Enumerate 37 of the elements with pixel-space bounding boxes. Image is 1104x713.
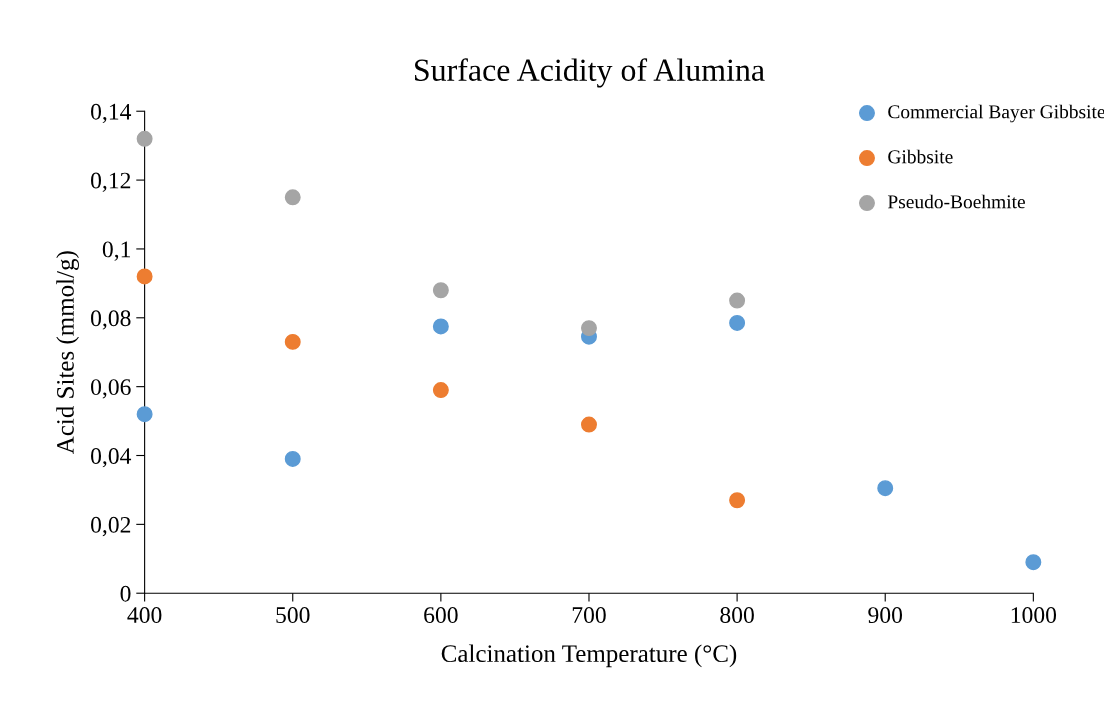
y-tick-label: 0,08	[91, 310, 131, 330]
x-tick-label: 500	[276, 607, 310, 624]
y-tick-label: 0,04	[91, 448, 132, 468]
point	[284, 333, 301, 350]
x-axis-title: Calcination Temperature (°C)	[441, 644, 737, 668]
legend-label: Pseudo-Boehmite	[887, 194, 1025, 209]
point	[432, 382, 449, 399]
point	[432, 282, 449, 299]
point	[877, 480, 894, 497]
y-tick-label: 0	[120, 585, 131, 602]
point	[581, 320, 597, 337]
point	[136, 130, 153, 147]
x-tick-label: 800	[720, 607, 754, 624]
legend-label: Gibbsite	[888, 149, 953, 164]
y-axis-title: Acid Sites (mmol/g)	[56, 251, 79, 455]
point	[136, 268, 153, 285]
point	[729, 492, 746, 509]
legend-label: Commercial Bayer Gibbsite	[888, 104, 1104, 123]
x-tick-label: 700	[572, 607, 606, 624]
point	[284, 189, 301, 206]
x-tick-label: 600	[424, 607, 458, 624]
y-tick-label: 0,14	[91, 103, 132, 124]
x-tick-label: 1000	[1011, 607, 1057, 624]
point	[729, 292, 746, 309]
point	[1025, 554, 1042, 571]
chart-title: Surface Acidity of Alumina	[415, 58, 765, 88]
point	[581, 416, 597, 433]
y-tick-label: 0,02	[91, 516, 131, 537]
y-tick-label: 0,1	[102, 241, 131, 261]
x-tick-label: 900	[868, 607, 903, 624]
point	[284, 450, 301, 467]
point	[729, 314, 746, 331]
x-tick-label: 400	[127, 607, 162, 624]
y-tick-label: 0,06	[91, 379, 131, 399]
point	[432, 318, 449, 335]
point	[136, 406, 153, 423]
y-tick-label: 0,12	[91, 172, 131, 192]
